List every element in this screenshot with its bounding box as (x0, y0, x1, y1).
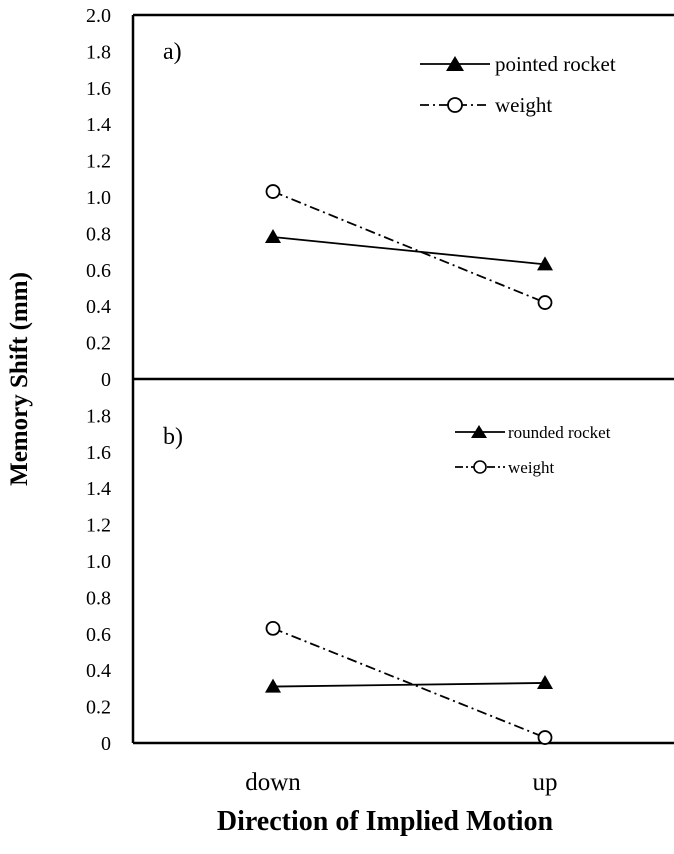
data-point-circle (265, 620, 281, 636)
y-tick-label: 1.6 (86, 442, 111, 464)
data-point-triangle (265, 678, 281, 693)
y-tick-label: 0.2 (86, 333, 111, 355)
legend-a-circle-marker (447, 97, 463, 113)
y-tick-label: 0.4 (86, 296, 111, 318)
legend-a-weight-label: weight (495, 93, 552, 117)
legend-b-triangle-marker (471, 425, 487, 438)
y-axis-title: Memory Shift (mm) (6, 272, 33, 486)
series-line (272, 236, 546, 266)
legend-panel-a: pointed rocket weight (420, 52, 616, 117)
y-tick-labels: 0 0.2 0.4 0.6 0.8 1.0 1.2 1.4 1.6 1.8 2.0 0 0.2 0.4 0.… (86, 5, 111, 755)
x-tick-label-up: up (533, 769, 558, 796)
y-tick-label: 1.0 (86, 187, 111, 209)
y-tick-label: 1.8 (86, 41, 111, 63)
panel-b-label: b) (163, 424, 183, 450)
series-line (272, 682, 546, 688)
data-point-triangle (537, 674, 553, 689)
y-tick-label: 0 (101, 733, 111, 755)
x-tick-label-down: down (245, 769, 301, 796)
legend-b-weight-label: weight (508, 458, 555, 477)
y-tick-label: 0.6 (86, 260, 111, 282)
y-tick-label: 1.4 (86, 114, 111, 136)
data-point-triangle (537, 256, 553, 271)
data-point-circle (265, 184, 281, 199)
legend-a-triangle-marker (446, 56, 464, 71)
y-tick-label: 1.2 (86, 515, 111, 537)
series-line (272, 190, 546, 304)
data-point-circle (537, 295, 553, 310)
y-tick-label: 1.2 (86, 151, 111, 173)
y-tick-label: 0 (101, 369, 111, 391)
y-tick-label: 0.8 (86, 587, 111, 609)
y-tick-label: 1.4 (86, 478, 111, 500)
y-tick-label: 0.6 (86, 624, 111, 646)
y-tick-label: 2.0 (86, 5, 111, 27)
data-point-circle (537, 730, 553, 745)
legend-panel-b: rounded rocket weight (455, 423, 611, 477)
legend-a-pointed-rocket-label: pointed rocket (495, 52, 616, 76)
series-line (272, 627, 546, 739)
y-tick-label: 1.6 (86, 78, 111, 100)
y-tick-label: 0.4 (86, 660, 111, 682)
data-series (265, 184, 553, 745)
y-tick-label: 1.8 (86, 405, 111, 427)
legend-b-rounded-rocket-label: rounded rocket (508, 423, 611, 442)
x-axis-title: Direction of Implied Motion (217, 806, 554, 837)
panel-a-label: a) (163, 39, 182, 65)
y-tick-label: 0.2 (86, 697, 111, 719)
y-tick-label: 1.0 (86, 551, 111, 573)
y-tick-label: 0.8 (86, 223, 111, 245)
legend-b-circle-marker (473, 460, 487, 474)
data-point-triangle (265, 229, 281, 244)
